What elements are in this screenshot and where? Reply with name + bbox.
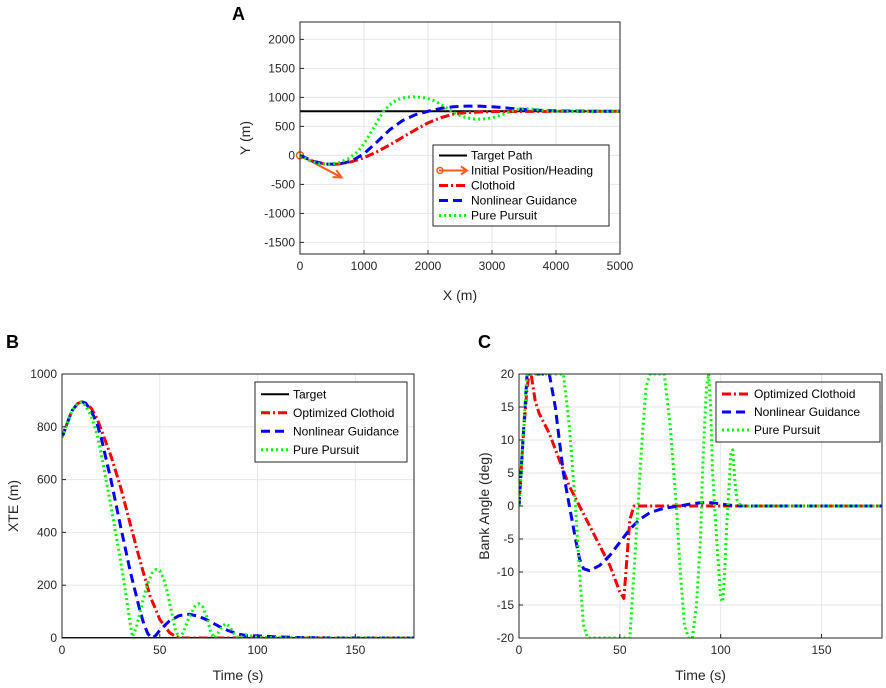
- x-tick-label: 50: [153, 643, 167, 657]
- legend-box: [254, 381, 408, 463]
- series-line-nonlinear-guidance: [300, 104, 620, 166]
- y-tick-label: -5: [503, 532, 514, 546]
- chart-panel-b: 0 50 100 150 0 200 400 600 800 1000 Time (s) XTE (m…: [5, 332, 415, 683]
- series-line-pure-pursuit: [300, 95, 620, 166]
- panel-label: B: [6, 332, 19, 352]
- y-axis-label: XTE (m): [5, 480, 21, 532]
- y-tick-label: 10: [501, 433, 515, 447]
- y-tick-label: 2000: [268, 32, 295, 46]
- series-line-optimized-clothoid: [519, 374, 882, 600]
- series-line-pure-pursuit: [62, 400, 414, 638]
- x-tick-label: 100: [711, 643, 731, 657]
- legend-entry-label: Pure Pursuit: [471, 209, 538, 223]
- panel-label: C: [478, 332, 491, 352]
- legend-entry-label: Optimized Clothoid: [754, 387, 855, 401]
- legend-entry-label: Pure Pursuit: [293, 443, 360, 457]
- x-axis-label: Time (s): [675, 667, 726, 683]
- legend: Target Optimized Clothoid Nonlinear Guidan…: [254, 381, 408, 463]
- x-tick-label: 0: [297, 259, 304, 273]
- y-tick-label: 5: [507, 466, 514, 480]
- y-tick-label: 1000: [268, 90, 295, 104]
- x-tick-label: 0: [516, 643, 523, 657]
- y-tick-label: -15: [497, 598, 515, 612]
- y-tick-label: 400: [37, 525, 57, 539]
- heading-arrowhead: [332, 169, 344, 179]
- chart-panel-a: 0 1000 2000 3000 4000 5000 -1500 -1000 -500 0 500 1…: [232, 4, 634, 303]
- y-tick-label: 20: [501, 367, 515, 381]
- y-axis-label: Bank Angle (deg): [476, 452, 492, 559]
- y-tick-label: 0: [507, 499, 514, 513]
- y-tick-label: -10: [497, 565, 515, 579]
- y-tick-label: -500: [271, 177, 295, 191]
- legend-marker: [436, 166, 444, 175]
- y-tick-label: 0: [50, 631, 57, 645]
- y-tick-label: 0: [288, 148, 295, 162]
- y-tick-label: 600: [37, 473, 57, 487]
- y-tick-label: -20: [497, 631, 515, 645]
- y-tick-label: 800: [37, 420, 57, 434]
- legend-entry-label: Target Path: [471, 149, 532, 163]
- legend-entry-label: Optimized Clothoid: [293, 406, 394, 420]
- axes-box: [61, 373, 415, 639]
- legend-entry-label: Pure Pursuit: [754, 423, 821, 437]
- x-tick-label: 3000: [479, 259, 506, 273]
- x-tick-label: 0: [59, 643, 66, 657]
- y-tick-label: 1500: [268, 61, 295, 75]
- axes-box: [299, 21, 621, 255]
- x-tick-label: 5000: [607, 259, 634, 273]
- y-tick-label: 15: [501, 400, 515, 414]
- legend: Optimized Clothoid Nonlinear Guidance Pure…: [715, 381, 881, 443]
- y-tick-label: -1500: [264, 235, 295, 249]
- series-line-optimized-clothoid: [62, 400, 414, 638]
- x-axis-label: X (m): [443, 287, 477, 303]
- x-axis-label: Time (s): [213, 667, 264, 683]
- legend-entry-label: Initial Position/Heading: [471, 164, 593, 178]
- x-tick-label: 2000: [415, 259, 442, 273]
- legend-arrowhead: [460, 165, 469, 176]
- chart-panel-c: 0 50 100 150 -20 -15 -10 -5 0 5 10 15 20 Time (s) Bank…: [476, 332, 883, 683]
- legend-entry-label: Target: [293, 387, 327, 401]
- x-tick-label: 1000: [351, 259, 378, 273]
- y-tick-label: -1000: [264, 206, 295, 220]
- y-tick-label: 500: [275, 119, 295, 133]
- legend-entry-label: Nonlinear Guidance: [754, 405, 860, 419]
- y-axis-label: Y (m): [237, 121, 253, 155]
- x-tick-label: 150: [345, 643, 365, 657]
- legend-entry-label: Clothoid: [471, 179, 515, 193]
- y-tick-label: 1000: [30, 367, 57, 381]
- x-tick-label: 4000: [543, 259, 570, 273]
- legend-entry-label: Nonlinear Guidance: [293, 424, 399, 438]
- x-tick-label: 150: [811, 643, 831, 657]
- y-tick-label: 200: [37, 578, 57, 592]
- panel-label: A: [232, 4, 245, 24]
- x-tick-label: 100: [248, 643, 268, 657]
- x-tick-label: 50: [613, 643, 627, 657]
- legend-entry-label: Nonlinear Guidance: [471, 194, 577, 208]
